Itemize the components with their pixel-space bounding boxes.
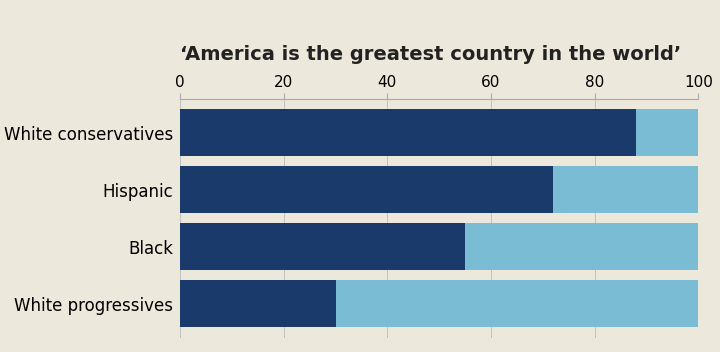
Bar bbox=[180, 166, 553, 213]
Bar bbox=[180, 224, 465, 270]
Text: ‘America is the greatest country in the world’: ‘America is the greatest country in the … bbox=[180, 45, 681, 64]
Bar bbox=[336, 280, 698, 327]
Bar bbox=[180, 280, 336, 327]
Bar bbox=[636, 109, 698, 156]
Bar bbox=[553, 166, 698, 213]
Bar bbox=[465, 224, 698, 270]
Bar bbox=[180, 109, 636, 156]
